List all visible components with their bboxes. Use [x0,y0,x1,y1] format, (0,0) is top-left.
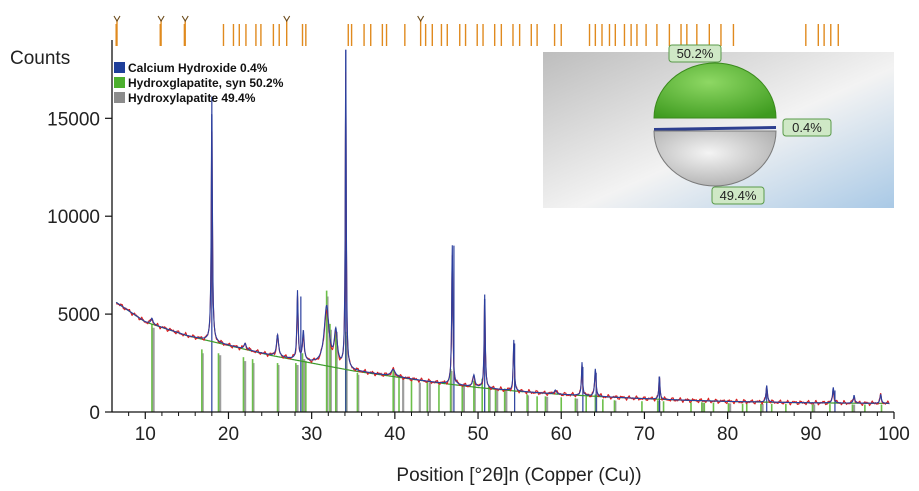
pie-slice-hydroxglapatite [653,62,777,119]
legend-label-hydroxglapatite: Hydroxglapatite, syn 50.2% [128,76,284,90]
legend-swatch-hydroxglapatite [114,77,125,88]
y-tick-label: 5000 [58,305,100,326]
x-tick-label: 40 [384,424,405,445]
hydroxylapatite-sticks [152,296,856,412]
pie-label-box-hydroxglapatite [668,44,722,63]
reference-marker-caret [181,15,189,23]
x-tick-label: 50 [467,424,488,445]
y-tick-label: 0 [89,403,100,424]
reference-marker-caret [113,15,121,23]
pie-label-hydroxylapatite: 49.4% [720,188,757,203]
x-tick-label: 70 [634,424,655,445]
x-tick-label: 20 [218,424,239,445]
pie-label-hydroxglapatite: 50.2% [677,46,714,61]
legend-swatch-hydroxylapatite [114,92,125,103]
x-tick-label: 30 [301,424,322,445]
background-fit-line [115,301,890,404]
legend-label-calcium-hydroxide: Calcium Hydroxide 0.4% [128,61,268,75]
y-tick-label: 10000 [47,207,100,228]
reference-marker-caret [283,15,291,23]
legend: Calcium Hydroxide 0.4% Hydroxglapatite, … [114,61,284,105]
reference-tick-band [113,15,839,46]
pie-slice-calcium-hydroxide [654,126,776,131]
pie-label-box-hydroxylapatite [711,186,765,205]
y-axis-ticks: 0 5000 10000 15000 [47,109,112,424]
x-axis-ticks: 10 20 30 40 50 60 70 80 90 100 [128,412,910,445]
phase-pie-inset: 50.2% 0.4% 49.4% [543,44,894,208]
legend-label-hydroxylapatite: Hydroxylapatite 49.4% [128,91,256,105]
x-tick-label: 60 [551,424,572,445]
reference-marker-caret [417,15,425,23]
reference-marker-caret [157,15,165,23]
legend-swatch-calcium-hydroxide [114,62,125,73]
pie-slice-hydroxylapatite [653,130,777,187]
y-tick-label: 15000 [47,109,100,130]
y-axis-label: Counts [10,48,70,69]
calculated-pattern-line [115,49,890,404]
x-tick-label: 90 [800,424,821,445]
x-tick-label: 10 [135,424,156,445]
pie-label-calcium-hydroxide: 0.4% [792,120,822,135]
x-tick-label: 100 [878,424,910,445]
pie-label-box-calcium-hydroxide [782,118,832,137]
x-tick-label: 80 [717,424,738,445]
x-axis-label: Position [°2θ]n (Copper (Cu)) [396,465,641,486]
hydroxglapatite-sticks [151,290,883,412]
plot-area [115,49,890,412]
